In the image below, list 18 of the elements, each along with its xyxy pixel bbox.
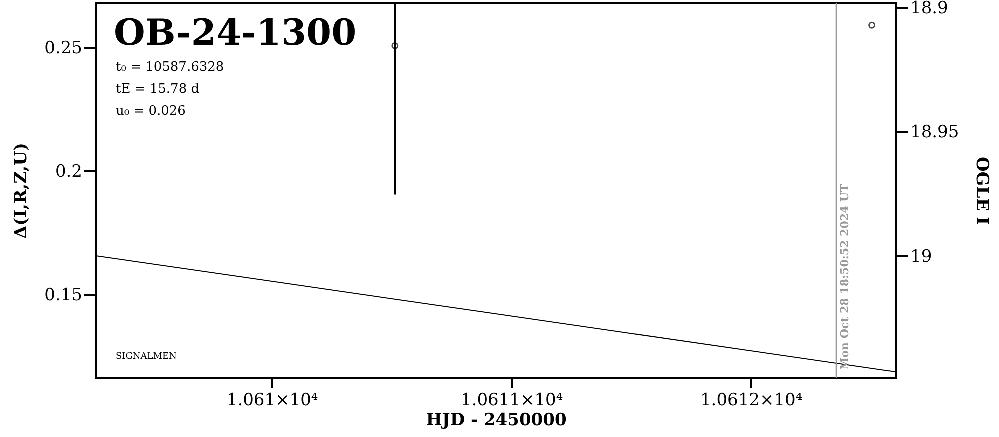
annotation: u₀ = 0.026 [116,104,186,119]
x-tick-label: 1.061×10⁴ [226,390,318,410]
y-tick-label: 0.15 [44,285,82,306]
annotation: tE = 15.78 d [116,82,200,97]
chart-title: OB-24-1300 [114,12,357,54]
y-tick-label: 0.2 [55,162,82,182]
y-tick-label: 0.25 [44,38,82,58]
y2-tick-label: 18.9 [910,0,948,18]
annotation: t₀ = 10587.6328 [116,60,224,75]
y2-axis-title: OGLE I [972,156,992,226]
annotation: Mon Oct 28 18:50:52 2024 UT [838,183,852,370]
x-tick-label: 1.0612×10⁴ [700,390,803,410]
annotation: SIGNALMEN [116,352,178,362]
y2-tick-label: 18.95 [910,122,960,143]
y2-tick-label: 19 [910,246,932,267]
y-axis-title: Δ(I,R,Z,U) [12,142,32,240]
x-tick-label: 1.0611×10⁴ [460,390,564,410]
x-axis-title: HJD - 2450000 [426,410,567,430]
